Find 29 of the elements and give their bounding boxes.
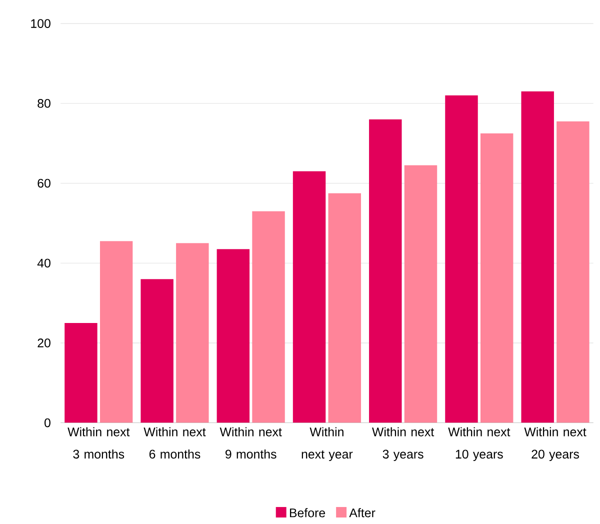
y-tick-label: 0 (44, 418, 50, 428)
bar (140, 278, 174, 423)
bar (64, 322, 98, 423)
bar (176, 243, 209, 423)
x-tick-label: Within next year (302, 427, 353, 461)
bar (445, 95, 478, 423)
y-tick-label: 40 (37, 258, 50, 268)
bar (556, 121, 590, 423)
x-tick-label: Within next 3 months (68, 427, 130, 458)
x-tick-label: Within next 9 months (220, 427, 282, 458)
bar (369, 119, 402, 423)
bar (404, 165, 438, 423)
bar (292, 171, 326, 423)
x-tick-label: Within next 6 months (144, 427, 206, 458)
x-tick-label: Within next 10 years (448, 427, 510, 461)
y-tick-label: 100 (31, 19, 50, 28)
y-tick-label: 60 (38, 178, 50, 188)
bar (216, 249, 250, 423)
y-tick-label: 20 (38, 338, 50, 348)
legend-label: After (349, 508, 376, 518)
bar (100, 241, 133, 423)
bar (252, 211, 285, 423)
x-tick-label: Within next 20 years (524, 427, 586, 461)
legend-label: Before (290, 508, 326, 518)
bar (480, 133, 514, 423)
bar (328, 193, 361, 423)
x-tick-label: Within next 3 years (372, 427, 434, 461)
y-tick-label: 80 (38, 98, 50, 108)
bar (521, 91, 554, 423)
